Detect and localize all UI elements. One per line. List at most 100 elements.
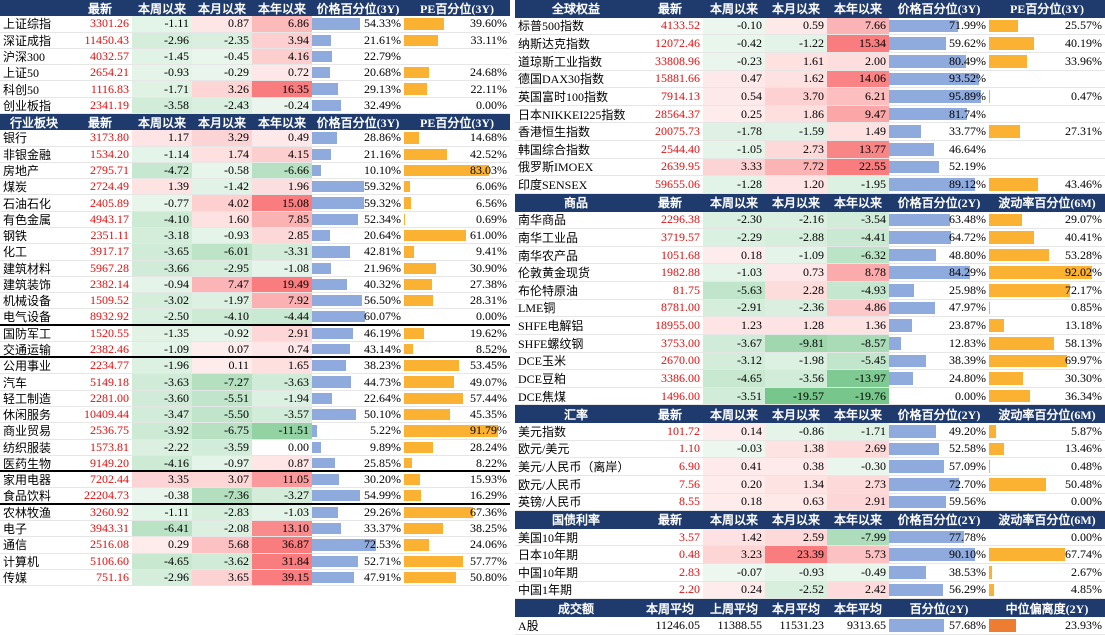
value-cell: 5106.60 (68, 554, 132, 569)
cell-text: -4.65 (164, 553, 189, 568)
value-cell: -0.03 (703, 440, 765, 458)
cell-text: 2.20 (679, 582, 700, 597)
cell-text: -2.95 (224, 260, 249, 275)
value-cell: 0.54 (703, 88, 765, 105)
cell-text: 45.35% (470, 407, 507, 422)
cell-text: 24.80% (949, 370, 986, 385)
cell-text: -1.42 (224, 179, 249, 194)
value-cell: -0.30 (827, 458, 889, 475)
cell-text: 32.49% (364, 97, 401, 112)
header-cell: 成交额 (557, 601, 594, 616)
data-row: 有色金属 4943.17 -4.10 1.60 7.85 52.34% 0.69% (0, 211, 510, 228)
value-cell: 39.60% (404, 16, 510, 31)
value-cell: 57.09% (889, 458, 989, 475)
cell-text: 53.28% (1065, 247, 1102, 262)
value-cell: 59.32% (312, 195, 404, 210)
percentile-bar (404, 392, 463, 405)
cell-text: 16.35 (282, 81, 309, 96)
value-cell (404, 49, 510, 64)
cell-text: 24.68% (470, 65, 507, 80)
cell-text: 3719.57 (661, 229, 700, 244)
cell-text: 商业贸易 (3, 424, 52, 439)
cell-text: -1.78 (737, 124, 762, 139)
value-cell: -7.99 (827, 528, 889, 546)
cell-text: 20.64% (364, 228, 401, 243)
cell-text: 40.19% (1065, 36, 1102, 51)
header-cell: 本周以来 (709, 513, 758, 528)
cell-text: 12.83% (949, 335, 986, 350)
value-cell: -0.45 (192, 48, 252, 65)
data-row: 建筑材料 5967.28 -3.66 -2.95 -1.08 21.96% 30.90% (0, 260, 510, 277)
cell-text: 0.00 (288, 439, 309, 454)
cell-text: 沪深300 (3, 49, 46, 64)
cell-text: 0.87 (228, 16, 249, 31)
cell-text: 0.74 (288, 341, 309, 356)
value-cell: -1.35 (132, 325, 192, 341)
cell-text: 6.86 (288, 16, 309, 31)
cell-text: 38.39% (949, 353, 986, 368)
row-label: 传媒 (0, 570, 68, 585)
cell-text: 上证50 (3, 66, 40, 81)
value-cell: -1.09 (765, 246, 827, 264)
value-cell: 0.59 (765, 17, 827, 35)
row-label: 美元指数 (515, 423, 637, 440)
cell-text: 3.57 (679, 529, 700, 544)
cell-text: 58.13% (1065, 335, 1102, 350)
cell-text: A股 (518, 618, 539, 633)
value-cell: 50.48% (989, 476, 1105, 493)
value-cell: 6.21 (827, 88, 889, 105)
cell-text: -3.59 (224, 439, 249, 454)
header-cell: 全球权益 (551, 2, 600, 17)
value-cell: 27.31% (989, 123, 1105, 140)
section-header: 全球权益 最新 本周以来 本月以来 本年以来 价格百分位(3Y) PE百分位(3Y) (515, 0, 1105, 18)
cell-text: 机械设备 (3, 294, 52, 309)
data-row: 农林牧渔 3260.92 -1.11 -2.83 -1.03 29.26% 67.36% (0, 504, 510, 521)
percentile-bar (889, 477, 959, 491)
cell-text: 751.16 (96, 569, 129, 584)
cell-text: 公用事业 (3, 359, 52, 374)
cell-text: -3.57 (284, 407, 309, 422)
cell-text: 54.33% (364, 16, 401, 31)
cell-text: 2.59 (803, 529, 824, 544)
percentile-bar (312, 441, 321, 453)
cell-text: 60.07% (364, 309, 401, 323)
cell-text: -1.71 (164, 81, 189, 96)
percentile-bar (889, 354, 926, 368)
percentile-bar (312, 34, 332, 46)
cell-text: -0.94 (164, 276, 189, 291)
value-cell: -1.78 (703, 123, 765, 140)
cell-text: 0.20 (741, 476, 762, 491)
cell-text: 28.24% (470, 439, 507, 454)
value-cell: 11450.43 (68, 33, 132, 48)
data-row: 南华农产品 1051.68 0.18 -1.09 -6.32 48.80% 53.28% (515, 246, 1105, 265)
row-label: 科创50 (0, 81, 68, 97)
cell-text: 92.02% (1065, 265, 1102, 280)
value-cell: -3.12 (703, 352, 765, 370)
percentile-bar (404, 441, 433, 453)
row-label: 英国富时100指数 (515, 88, 637, 105)
value-cell: 2.28 (765, 282, 827, 299)
value-cell: -1.22 (765, 35, 827, 52)
value-cell: 1496.00 (637, 388, 703, 405)
value-cell: -7.27 (192, 374, 252, 390)
cell-text: 7914.13 (661, 88, 700, 103)
cell-text: -7.27 (224, 374, 249, 389)
cell-text: 0.59 (803, 18, 824, 33)
cell-text: 0.18 (741, 494, 762, 509)
cell-text: 煤炭 (3, 180, 28, 195)
header-cell: 波动率百分位(6M) (998, 196, 1096, 211)
cell-text: -5.51 (224, 390, 249, 405)
data-row: 沪深300 4032.57 -1.45 -0.45 4.16 22.79% (0, 48, 510, 66)
value-cell: -3.63 (252, 374, 312, 390)
header-cell: 本年以来 (257, 115, 306, 130)
cell-text: 50.48% (1065, 476, 1102, 491)
data-row: 韩国综合指数 2544.40 -1.05 2.73 13.77 46.64% (515, 141, 1105, 159)
value-cell: -1.09 (132, 341, 192, 357)
value-cell: -1.11 (132, 504, 192, 520)
value-cell: 0.00 (252, 440, 312, 455)
cell-text: -4.65 (737, 370, 762, 385)
percentile-bar (312, 360, 346, 372)
cell-text: 3.65 (228, 569, 249, 584)
percentile-bar (989, 37, 1034, 50)
cell-text: 钢铁 (3, 229, 28, 244)
